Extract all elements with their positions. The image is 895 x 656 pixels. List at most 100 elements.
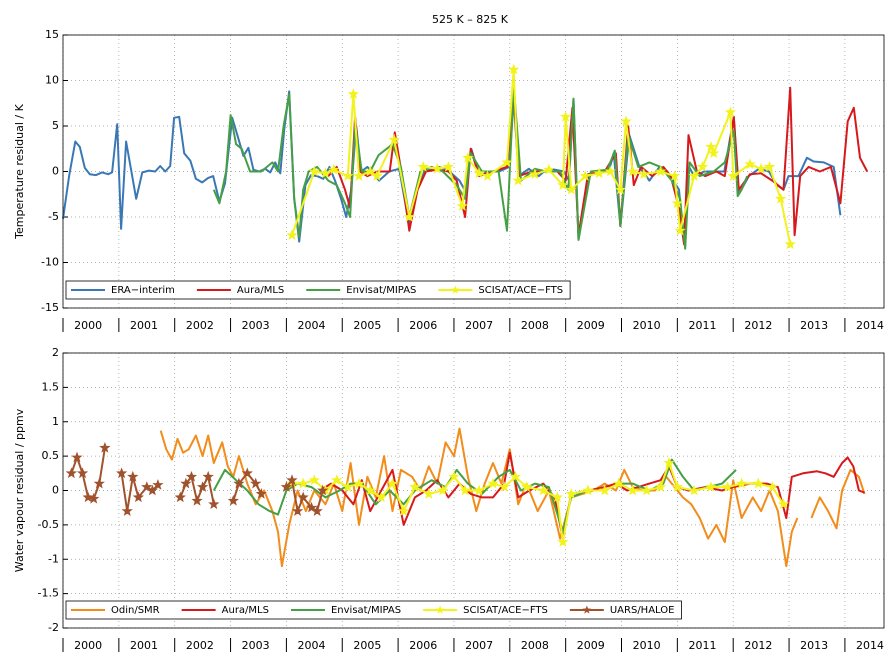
y-tick-label: 1 bbox=[52, 415, 59, 428]
star-marker bbox=[308, 165, 320, 177]
x-tick-label: 2009 bbox=[577, 639, 605, 652]
legend-marker bbox=[582, 605, 592, 614]
star-marker bbox=[308, 474, 320, 485]
star-marker bbox=[403, 211, 415, 222]
star-marker bbox=[744, 158, 756, 170]
legend: Odin/SMR Aura/MLS Envisat/MIPAS SCISAT/ACE−… bbox=[65, 600, 682, 620]
legend-marker bbox=[435, 605, 445, 614]
legend: ERA−interim Aura/MLS Envisat/MIPAS SCISAT/A… bbox=[65, 280, 571, 300]
star-marker bbox=[784, 238, 796, 250]
x-tick-label: 2011 bbox=[688, 319, 716, 332]
star-marker bbox=[437, 484, 449, 496]
star-marker bbox=[766, 481, 778, 492]
star-marker bbox=[487, 477, 499, 489]
star-marker bbox=[599, 484, 611, 496]
star-marker bbox=[331, 474, 343, 485]
x-tick-label: 2001 bbox=[130, 319, 158, 332]
star-marker bbox=[185, 470, 198, 482]
star-marker bbox=[141, 481, 153, 492]
star-marker bbox=[579, 170, 591, 181]
series-line bbox=[292, 462, 785, 544]
legend-box bbox=[65, 600, 682, 620]
star-marker bbox=[423, 487, 435, 499]
star-marker bbox=[371, 170, 383, 181]
star-marker bbox=[208, 498, 220, 510]
star-marker bbox=[593, 167, 605, 179]
star-marker bbox=[297, 477, 309, 489]
star-marker bbox=[286, 474, 298, 485]
star-marker bbox=[775, 192, 787, 204]
star-marker bbox=[311, 505, 323, 516]
x-tick-label: 2000 bbox=[74, 639, 102, 652]
star-marker bbox=[663, 457, 675, 468]
y-tick-label: 0 bbox=[52, 165, 59, 178]
star-marker bbox=[654, 481, 667, 492]
x-tick-label: 2007 bbox=[465, 319, 493, 332]
star-marker bbox=[688, 170, 700, 181]
y-tick-label: -1.5 bbox=[38, 587, 59, 600]
star-marker bbox=[388, 133, 400, 145]
star-marker bbox=[76, 467, 89, 479]
chart-title: 525 K – 825 K bbox=[432, 13, 509, 26]
legend-label: Aura/MLS bbox=[222, 605, 269, 616]
x-tick-label: 2002 bbox=[186, 319, 214, 332]
x-tick-label: 2003 bbox=[242, 319, 270, 332]
star-marker bbox=[752, 477, 764, 489]
star-marker bbox=[180, 477, 192, 489]
star-marker bbox=[353, 170, 365, 181]
star-marker bbox=[654, 165, 667, 177]
star-marker bbox=[473, 167, 485, 179]
star-marker bbox=[152, 479, 164, 490]
star-marker bbox=[409, 481, 421, 492]
star-marker bbox=[551, 491, 563, 503]
star-marker bbox=[286, 229, 298, 240]
star-marker bbox=[241, 467, 253, 479]
star-marker bbox=[620, 115, 632, 127]
x-tick-label: 2010 bbox=[633, 639, 661, 652]
star-marker bbox=[565, 183, 577, 195]
star-marker bbox=[614, 183, 627, 195]
star-marker bbox=[398, 505, 410, 516]
plot-frame bbox=[62, 352, 885, 629]
star-marker bbox=[641, 484, 653, 496]
star-marker bbox=[727, 170, 739, 181]
star-marker bbox=[627, 484, 639, 496]
legend-label: ERA−interim bbox=[111, 285, 175, 296]
y-axis-label: Water vapour residual / ppmv bbox=[13, 408, 26, 572]
star-marker bbox=[250, 477, 262, 489]
x-tick-label: 2012 bbox=[744, 639, 772, 652]
star-marker bbox=[537, 484, 549, 496]
star-marker bbox=[386, 477, 399, 489]
legend-label: Odin/SMR bbox=[111, 605, 160, 616]
star-marker bbox=[417, 160, 429, 172]
star-marker bbox=[498, 481, 510, 492]
star-marker bbox=[674, 224, 686, 236]
y-tick-label: -10 bbox=[41, 256, 59, 269]
star-marker bbox=[291, 505, 304, 516]
y-tick-label: 15 bbox=[45, 28, 59, 41]
star-marker bbox=[319, 167, 332, 179]
y-tick-label: -2 bbox=[48, 621, 59, 634]
x-tick-label: 2014 bbox=[856, 639, 884, 652]
x-tick-label: 2003 bbox=[242, 639, 270, 652]
star-marker bbox=[560, 111, 572, 122]
legend-label: Envisat/MIPAS bbox=[331, 605, 401, 616]
star-marker bbox=[724, 106, 737, 118]
x-tick-label: 2004 bbox=[298, 639, 326, 652]
x-tick-label: 2006 bbox=[409, 319, 437, 332]
star-marker bbox=[375, 491, 387, 503]
y-axis-label: Temperature residual / K bbox=[13, 103, 26, 239]
star-marker bbox=[459, 484, 471, 496]
x-tick-label: 2013 bbox=[800, 319, 828, 332]
series-line bbox=[319, 451, 865, 540]
y-tick-label: 0 bbox=[52, 484, 59, 497]
star-marker bbox=[462, 151, 474, 163]
star-marker bbox=[668, 170, 681, 181]
star-marker bbox=[721, 481, 734, 492]
legend-label: SCISAT/ACE−FTS bbox=[463, 605, 548, 616]
star-marker bbox=[71, 451, 83, 463]
star-marker bbox=[557, 179, 569, 190]
x-tick-label: 2005 bbox=[353, 639, 381, 652]
x-tick-label: 2004 bbox=[298, 319, 326, 332]
star-marker bbox=[442, 160, 454, 172]
